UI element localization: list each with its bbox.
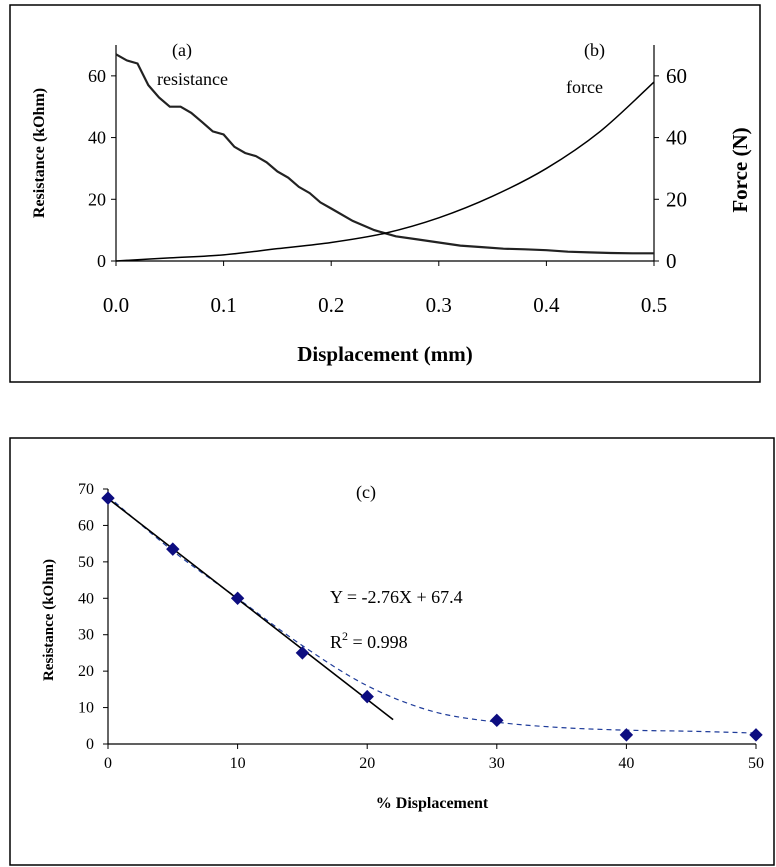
top-right-y-ticks: 0 20 40 60 xyxy=(654,64,687,273)
top-right-y-tick-label: 60 xyxy=(666,64,687,88)
top-x-tick-label: 0.3 xyxy=(426,293,452,317)
top-right-y-tick-label: 40 xyxy=(666,126,687,150)
r-squared-prefix: R xyxy=(330,632,342,652)
bottom-x-tick-label: 40 xyxy=(618,755,634,772)
top-left-y-tick-label: 40 xyxy=(88,128,106,148)
top-left-y-tick-label: 60 xyxy=(88,66,106,86)
bottom-y-tick-label: 10 xyxy=(78,700,94,717)
top-x-tick-label: 0.1 xyxy=(210,293,236,317)
panel-label-b: (b) xyxy=(584,40,605,61)
data-point-diamond xyxy=(619,728,634,742)
data-point-diamond xyxy=(101,491,115,505)
bottom-y-tick-label: 30 xyxy=(78,627,94,644)
top-x-axis-title: Displacement (mm) xyxy=(297,342,473,366)
bottom-y-tick-label: 50 xyxy=(78,554,94,571)
r-squared-exp: 2 xyxy=(342,629,348,643)
bottom-panel-frame xyxy=(9,437,775,866)
top-x-tick-label: 0.4 xyxy=(533,293,560,317)
data-point-diamond xyxy=(166,542,180,556)
top-chart: 0.0 0.1 0.2 0.3 0.4 0.5 0 20 40 60 0 20 40 60 (a) r… xyxy=(31,40,752,366)
bottom-y-tick-label: 0 xyxy=(86,736,94,753)
bottom-chart: 0 10 20 30 40 50 0 10 20 30 40 50 60 70 (c) Y = -2.7… xyxy=(41,481,764,812)
r-squared: R2 = 0.998 xyxy=(330,629,408,652)
top-panel-frame xyxy=(9,4,761,383)
force-series-line xyxy=(115,81,655,262)
top-x-ticks: 0.0 0.1 0.2 0.3 0.4 0.5 xyxy=(103,261,667,317)
bottom-x-ticks: 0 10 20 30 40 50 xyxy=(104,744,764,772)
bottom-x-tick-label: 30 xyxy=(489,755,505,772)
trend-curve-dashed xyxy=(107,495,757,734)
top-x-tick-label: 0.0 xyxy=(103,293,129,317)
bottom-y-ticks: 0 10 20 30 40 50 60 70 xyxy=(78,481,108,753)
regression-equation: Y = -2.76X + 67.4 xyxy=(330,587,463,607)
force-label: force xyxy=(566,77,603,97)
data-points xyxy=(101,491,763,742)
bottom-x-tick-label: 50 xyxy=(748,755,764,772)
top-left-y-axis-title: Resistance (kOhm) xyxy=(31,88,48,218)
bottom-x-axis-title: % Displacement xyxy=(376,795,489,812)
resistance-label: resistance xyxy=(157,69,228,89)
bottom-y-axis-title: Resistance (kOhm) xyxy=(41,559,57,681)
top-left-y-tick-label: 20 xyxy=(88,189,106,209)
bottom-y-tick-label: 20 xyxy=(78,663,94,680)
top-x-tick-label: 0.2 xyxy=(318,293,344,317)
data-point-diamond xyxy=(230,591,245,605)
top-right-y-axis-title: Force (N) xyxy=(728,127,752,212)
bottom-y-tick-label: 60 xyxy=(78,517,94,534)
resistance-series-line xyxy=(115,53,654,255)
data-point-diamond xyxy=(360,689,374,704)
top-right-y-tick-label: 0 xyxy=(666,249,677,273)
top-x-tick-label: 0.5 xyxy=(641,293,667,317)
data-point-diamond xyxy=(490,713,504,728)
top-right-y-tick-label: 20 xyxy=(666,187,687,211)
data-point-diamond xyxy=(295,646,310,660)
top-left-y-tick-label: 0 xyxy=(97,251,106,271)
bottom-x-tick-label: 0 xyxy=(104,755,112,772)
panel-label-c: (c) xyxy=(356,482,376,503)
bottom-x-tick-label: 10 xyxy=(230,755,246,772)
bottom-y-tick-label: 40 xyxy=(78,590,94,607)
top-left-y-ticks: 0 20 40 60 xyxy=(88,66,116,271)
bottom-x-tick-label: 20 xyxy=(359,755,375,772)
bottom-y-tick-label: 70 xyxy=(78,481,94,498)
linear-fit-line xyxy=(107,497,394,721)
panel-label-a: (a) xyxy=(172,40,192,61)
r-squared-value: = 0.998 xyxy=(348,632,408,652)
data-point-diamond xyxy=(749,728,763,742)
